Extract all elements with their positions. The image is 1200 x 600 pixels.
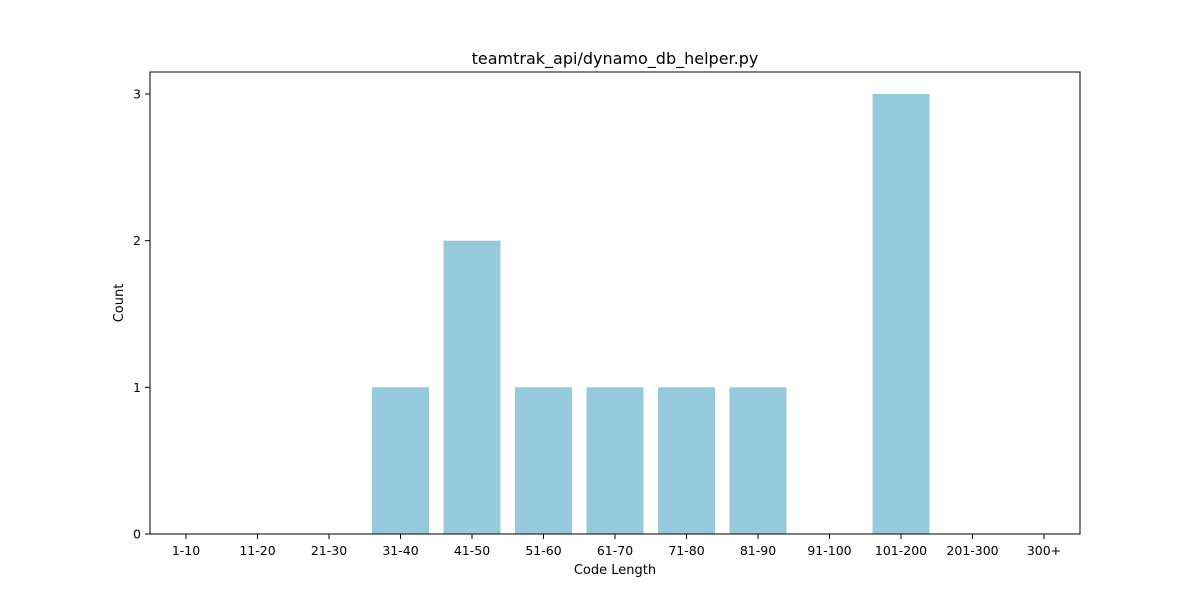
x-tick-label: 81-90 bbox=[740, 543, 776, 558]
bar-41-50 bbox=[443, 240, 501, 534]
x-tick-label: 101-200 bbox=[875, 543, 927, 558]
x-tick-label: 41-50 bbox=[454, 543, 490, 558]
x-tick-label: 71-80 bbox=[668, 543, 704, 558]
x-axis-ticks: 1-10 11-20 21-30 31-40 41-50 51-60 61-70 71-80 8… bbox=[172, 534, 1061, 558]
bars-layer bbox=[372, 94, 930, 534]
y-tick-label: 0 bbox=[133, 527, 141, 542]
y-tick-label: 1 bbox=[133, 380, 141, 395]
x-tick-label: 61-70 bbox=[597, 543, 633, 558]
y-tick-label: 2 bbox=[133, 233, 141, 248]
x-axis-label: Code Length bbox=[574, 563, 656, 578]
bar-71-80 bbox=[658, 387, 715, 534]
x-tick-label: 91-100 bbox=[807, 543, 851, 558]
x-tick-label: 201-300 bbox=[946, 543, 998, 558]
y-tick-label: 3 bbox=[133, 87, 141, 102]
bar-51-60 bbox=[515, 387, 572, 534]
chart-title: teamtrak_api/dynamo_db_helper.py bbox=[472, 49, 759, 69]
x-tick-label: 51-60 bbox=[525, 543, 561, 558]
x-tick-label: 11-20 bbox=[239, 543, 275, 558]
bar-31-40 bbox=[372, 387, 429, 534]
y-axis-label: Count bbox=[112, 284, 127, 323]
bar-101-200 bbox=[872, 94, 930, 534]
bar-61-70 bbox=[586, 387, 644, 534]
y-axis-ticks: 0 1 2 3 bbox=[133, 87, 150, 542]
x-tick-label: 31-40 bbox=[382, 543, 418, 558]
x-tick-label: 21-30 bbox=[311, 543, 347, 558]
x-tick-label: 1-10 bbox=[172, 543, 200, 558]
x-tick-label: 300+ bbox=[1027, 543, 1061, 558]
bar-81-90 bbox=[729, 387, 787, 534]
